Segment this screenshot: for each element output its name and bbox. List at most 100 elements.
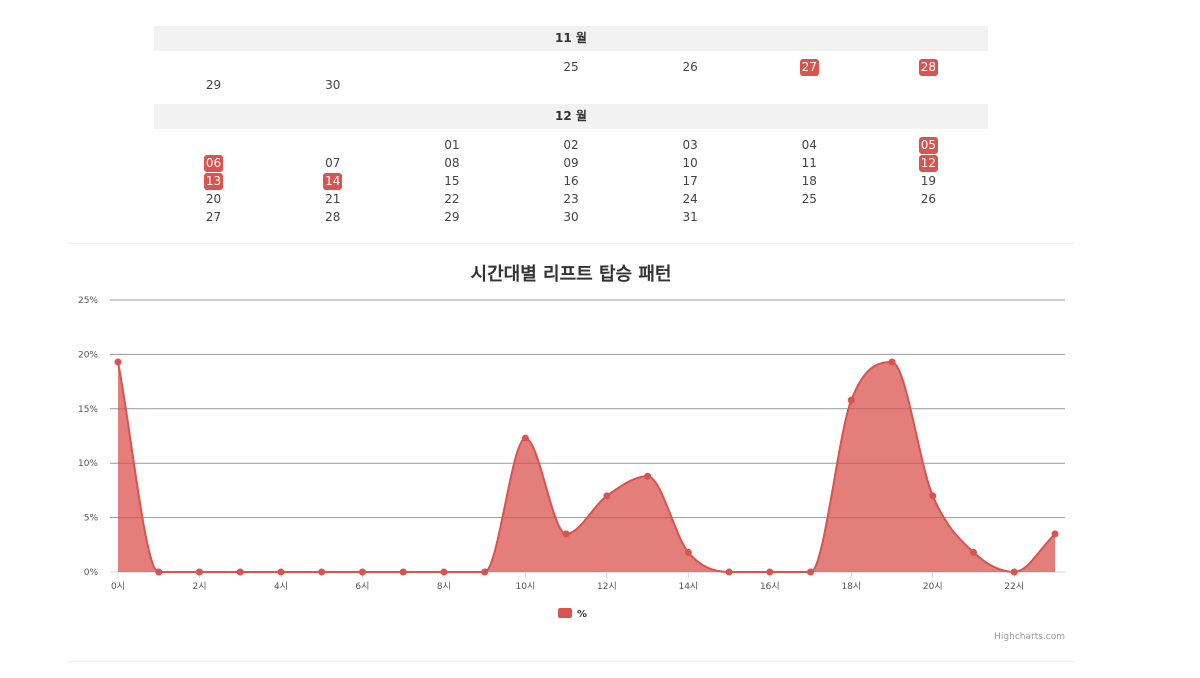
calendar-day[interactable]: 22 <box>444 191 460 206</box>
calendar-day[interactable]: 17 <box>682 173 698 188</box>
calendar-cell: 06 <box>154 155 273 173</box>
data-point[interactable] <box>725 568 733 576</box>
data-point[interactable] <box>684 548 692 556</box>
calendar-cell: 08 <box>392 155 511 173</box>
calendar-day[interactable]: 02 <box>563 138 579 153</box>
calendar-day[interactable]: 11 <box>801 156 817 171</box>
data-point[interactable] <box>929 492 937 500</box>
calendar-day[interactable]: 03 <box>682 138 698 153</box>
calendar-day[interactable]: 20 <box>205 191 222 206</box>
calendar-day[interactable]: 21 <box>325 191 341 206</box>
y-tick-label: 0% <box>84 568 99 578</box>
data-point[interactable] <box>644 472 652 480</box>
calendar-cell <box>154 137 273 155</box>
data-point[interactable] <box>195 568 203 576</box>
x-tick-label: 10시 <box>516 581 536 592</box>
data-point[interactable] <box>1051 530 1059 538</box>
calendar-day[interactable]: 08 <box>444 156 460 171</box>
data-point[interactable] <box>358 568 366 576</box>
data-point[interactable] <box>155 568 163 576</box>
data-point[interactable] <box>807 568 815 576</box>
calendar-day-highlighted[interactable]: 14 <box>323 172 343 190</box>
calendar-november: 11 월 25 26 27 28 29 30 <box>154 26 988 95</box>
calendar-cell: 05 <box>869 137 988 155</box>
calendar-day-highlighted[interactable]: 27 <box>799 59 819 77</box>
calendar-cell: 16 <box>511 173 630 191</box>
calendar-day[interactable]: 25 <box>563 60 579 75</box>
calendar-day[interactable]: 28 <box>325 209 341 224</box>
legend[interactable]: % <box>558 608 587 620</box>
calendar-day[interactable]: 30 <box>325 78 341 93</box>
data-point[interactable] <box>603 492 611 500</box>
data-point[interactable] <box>481 568 489 576</box>
calendar-day[interactable]: 29 <box>444 209 460 224</box>
calendar-day[interactable]: 18 <box>801 173 817 188</box>
calendar-cell: 26 <box>631 59 750 77</box>
x-tick-label: 18시 <box>841 581 861 592</box>
data-point[interactable] <box>766 568 774 576</box>
calendar-cell: 31 <box>631 208 750 226</box>
calendar-day[interactable]: 10 <box>682 156 698 171</box>
data-point[interactable] <box>521 434 529 442</box>
calendar-day-highlighted[interactable]: 28 <box>918 59 938 77</box>
calendar-cell: 17 <box>631 173 750 191</box>
y-tick-label: 10% <box>78 459 98 469</box>
calendar-day[interactable]: 26 <box>920 191 937 206</box>
calendar-cell: 07 <box>273 155 392 173</box>
calendar-day-highlighted[interactable]: 13 <box>204 172 224 190</box>
calendar-day[interactable]: 16 <box>563 173 579 188</box>
calendar-cell: 01 <box>392 137 511 155</box>
calendar-day[interactable]: 31 <box>682 209 698 224</box>
calendar-day[interactable]: 25 <box>801 191 817 206</box>
calendar-day[interactable]: 29 <box>205 78 222 93</box>
calendar-cell <box>750 77 869 95</box>
calendar-week: 29 30 <box>154 77 988 95</box>
calendar-day[interactable]: 07 <box>325 156 341 171</box>
calendar-cell: 25 <box>750 190 869 208</box>
data-point[interactable] <box>399 568 407 576</box>
calendar-cell: 30 <box>273 77 392 95</box>
series-area-fill <box>118 362 1055 572</box>
legend-swatch[interactable] <box>558 608 572 618</box>
calendar-day-highlighted[interactable]: 12 <box>918 155 938 173</box>
data-point[interactable] <box>888 358 896 366</box>
calendar-day[interactable]: 04 <box>801 138 817 153</box>
calendar-day[interactable]: 23 <box>563 191 579 206</box>
calendar-day[interactable]: 26 <box>682 60 698 75</box>
data-point[interactable] <box>277 568 285 576</box>
series-line <box>117 361 1056 574</box>
y-tick-label: 5% <box>84 514 99 524</box>
calendar-day[interactable]: 09 <box>563 156 579 171</box>
x-tick-label: 4시 <box>274 581 288 592</box>
calendar-day[interactable]: 30 <box>563 209 579 224</box>
data-point[interactable] <box>847 396 855 404</box>
calendar-day-highlighted[interactable]: 06 <box>204 155 224 173</box>
chart-title: 시간대별 리프트 탑승 패턴 <box>471 264 672 285</box>
calendar-cell <box>273 59 392 77</box>
legend-label[interactable]: % <box>577 609 587 620</box>
data-point[interactable] <box>562 530 570 538</box>
calendar-day[interactable]: 27 <box>205 209 222 224</box>
calendar-day[interactable]: 19 <box>920 173 937 188</box>
series-area <box>114 358 1059 576</box>
data-point[interactable] <box>440 568 448 576</box>
calendar-week: 27 28 29 30 31 <box>154 208 988 226</box>
calendar-day[interactable]: 15 <box>444 173 460 188</box>
data-point[interactable] <box>114 358 122 366</box>
section-divider <box>68 243 1074 244</box>
data-point[interactable] <box>1010 568 1018 576</box>
data-point[interactable] <box>236 568 244 576</box>
calendar-day-highlighted[interactable]: 05 <box>918 137 938 155</box>
calendar-cell <box>511 77 630 95</box>
data-point[interactable] <box>970 548 978 556</box>
calendar-day[interactable]: 01 <box>444 138 460 153</box>
data-point[interactable] <box>318 568 326 576</box>
calendar-cell: 12 <box>869 155 988 173</box>
chart-credit[interactable]: Highcharts.com <box>994 632 1065 642</box>
calendar-cell: 29 <box>392 208 511 226</box>
calendar-cell <box>154 59 273 77</box>
calendar-cell: 19 <box>869 173 988 191</box>
x-tick-label: 12시 <box>597 581 617 592</box>
x-tick-label: 8시 <box>437 581 451 592</box>
calendar-day[interactable]: 24 <box>682 191 698 206</box>
